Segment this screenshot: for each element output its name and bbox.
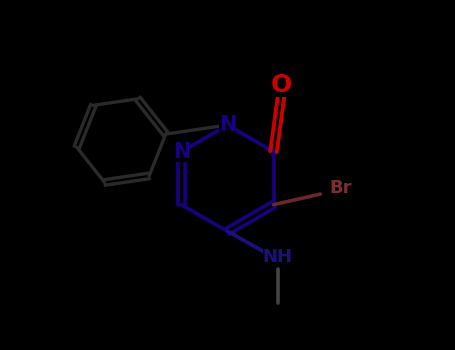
Text: N: N [173,141,190,162]
Text: Br: Br [330,180,352,197]
Text: NH: NH [263,248,293,266]
Text: O: O [270,73,292,97]
Text: N: N [219,115,236,135]
